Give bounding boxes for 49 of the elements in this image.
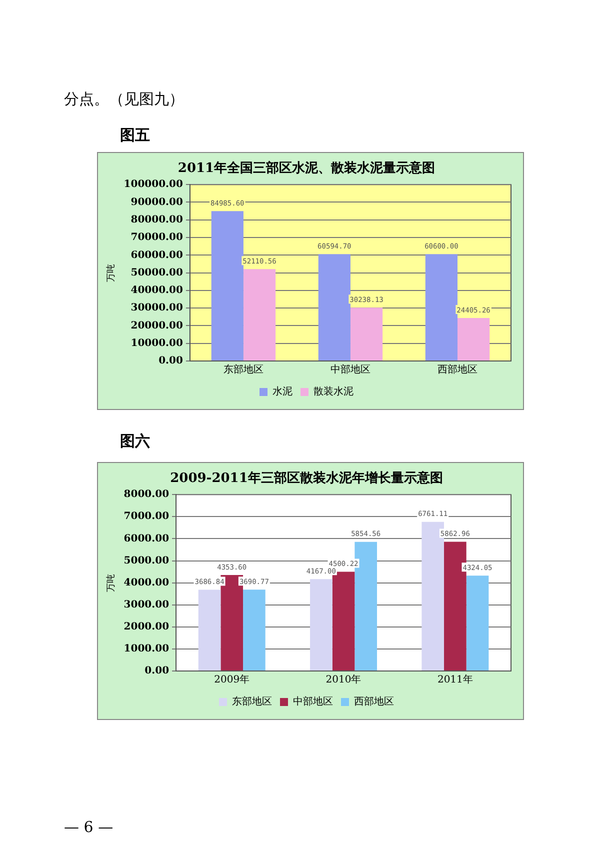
- y-tick-label: 40000.00: [130, 285, 183, 296]
- y-tick-label: 4000.00: [124, 577, 170, 588]
- y-axis-title: 万吨: [106, 264, 117, 282]
- x-tick-label: 中部地区: [330, 364, 370, 376]
- bar: [425, 254, 458, 360]
- chart-title: 2011年全国三部区水泥、散装水泥量示意图: [178, 160, 436, 176]
- y-tick-label: 100000.00: [124, 179, 183, 190]
- bar: [310, 579, 332, 670]
- y-tick-label: 20000.00: [130, 320, 183, 332]
- y-tick-label: 2000.00: [124, 621, 170, 632]
- bar: [318, 254, 350, 360]
- y-tick-label: 90000.00: [130, 196, 183, 208]
- y-tick-label: 30000.00: [130, 302, 183, 314]
- bar: [457, 318, 490, 360]
- text: 分点。（见图九）: [64, 90, 184, 109]
- x-tick-label: 2011年: [437, 674, 473, 686]
- y-tick-label: 0.00: [144, 666, 170, 677]
- legend-label: 西部地区: [354, 696, 394, 708]
- y-tick-label: 70000.00: [130, 232, 183, 244]
- y-tick-label: 1000.00: [124, 644, 170, 655]
- y-axis-title: 万吨: [106, 574, 117, 592]
- bar: [243, 590, 266, 670]
- y-tick-label: 8000.00: [124, 489, 170, 500]
- y-tick-label: 80000.00: [130, 214, 183, 226]
- x-tick-label: 西部地区: [437, 364, 478, 376]
- legend-label: 水泥: [272, 386, 292, 398]
- y-tick-label: 5000.00: [124, 555, 170, 566]
- x-tick-label: 2010年: [326, 674, 362, 686]
- y-tick-label: 6000.00: [124, 533, 170, 544]
- text: 图五: [120, 126, 150, 145]
- x-tick-label: 2009年: [214, 674, 250, 686]
- bar: [350, 308, 383, 360]
- bar: [466, 576, 489, 670]
- bar: [198, 590, 221, 670]
- bar: [211, 211, 244, 360]
- y-tick-label: 60000.00: [130, 250, 183, 261]
- y-tick-label: 0.00: [158, 356, 183, 367]
- y-tick-label: 10000.00: [130, 338, 183, 349]
- bar: [243, 269, 276, 360]
- y-tick-label: 7000.00: [124, 511, 170, 522]
- text: 图六: [120, 432, 150, 451]
- legend-label: 散装水泥: [314, 386, 354, 398]
- y-tick-label: 50000.00: [130, 267, 183, 278]
- legend-label: 东部地区: [232, 696, 272, 708]
- chart-title: 2009-2011年三部区散装水泥年增长量示意图: [170, 470, 443, 486]
- x-tick-label: 东部地区: [223, 364, 264, 376]
- text: — 6 —: [64, 818, 114, 836]
- y-tick-label: 3000.00: [124, 599, 170, 610]
- legend-label: 中部地区: [293, 696, 333, 708]
